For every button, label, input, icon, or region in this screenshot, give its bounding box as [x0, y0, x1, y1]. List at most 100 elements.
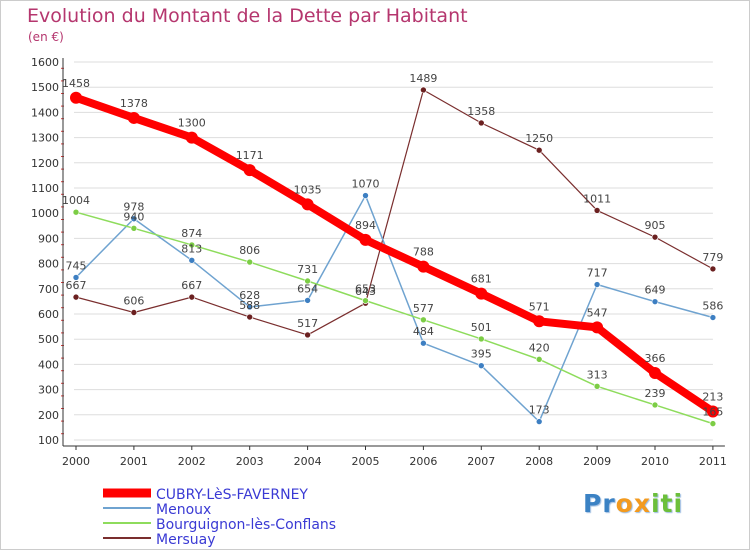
x-tick-label: 2009	[583, 455, 611, 468]
data-labels: 1458 1378 1300 1171 1035 894 788 681 571 547 366 21…	[62, 72, 723, 419]
axes	[61, 58, 725, 450]
point-2-11	[709, 420, 717, 427]
y-tick-label: 1500	[31, 81, 59, 94]
data-label-0-10: 366	[645, 352, 666, 365]
data-label-2-9: 313	[587, 368, 608, 381]
point-3-0	[72, 293, 80, 301]
data-label-2-3: 806	[239, 244, 260, 257]
point-2-4	[304, 277, 311, 285]
point-1-6	[420, 339, 427, 347]
point-1-8	[535, 418, 543, 425]
point-1-4	[304, 297, 311, 304]
data-label-1-8: 173	[529, 404, 550, 417]
y-tick-label: 1100	[31, 182, 59, 195]
point-2-1	[130, 225, 138, 232]
y-tick-label: 1600	[31, 56, 59, 69]
data-label-3-5: 643	[355, 285, 376, 298]
x-tick-label: 2001	[120, 455, 148, 468]
series-line-0	[72, 93, 717, 416]
data-label-1-6: 484	[413, 325, 434, 338]
point-2-6	[420, 316, 427, 324]
y-tick-label: 900	[38, 232, 59, 245]
data-label-0-3: 1171	[236, 149, 264, 162]
data-label-2-8: 420	[529, 341, 550, 354]
x-tick-label: 2007	[467, 455, 495, 468]
data-label-1-9: 717	[587, 267, 608, 280]
data-label-1-11: 586	[702, 300, 723, 313]
point-0-0	[70, 91, 82, 104]
data-label-2-11: 165	[702, 406, 723, 419]
data-label-1-3: 628	[239, 289, 260, 302]
data-label-0-6: 788	[413, 246, 434, 259]
point-1-9	[593, 281, 601, 288]
y-tick-labels: 100 200 300 400 500 600 700 800 900 1000 1100 1200 1…	[31, 56, 59, 447]
y-tick-label: 700	[38, 283, 59, 296]
y-tick-label: 500	[38, 333, 59, 346]
data-label-3-4: 517	[297, 317, 318, 330]
data-label-0-4: 1035	[294, 183, 322, 196]
y-tick-label: 1000	[31, 207, 59, 220]
point-3-6	[420, 86, 427, 94]
data-label-1-10: 649	[645, 284, 666, 297]
point-0-5	[359, 233, 372, 246]
data-label-1-2: 813	[181, 242, 202, 255]
data-label-2-6: 577	[413, 302, 434, 315]
grid-lines	[74, 61, 713, 441]
legend: CUBRY-LèS-FAVERNEYMenouxBourguignon-lès-…	[103, 487, 336, 548]
point-1-5	[362, 192, 369, 199]
point-3-10	[651, 233, 659, 241]
y-tick-label: 300	[38, 384, 59, 397]
data-label-1-1: 978	[123, 201, 144, 214]
y-tick-label: 400	[38, 358, 59, 371]
y-tick-label: 600	[38, 308, 59, 321]
data-label-0-1: 1378	[120, 97, 148, 110]
data-label-2-5: 653	[355, 283, 376, 296]
legend-label-2: Bourguignon-lès-Conflans	[156, 517, 336, 533]
series-line-2	[75, 211, 714, 425]
point-3-9	[593, 207, 601, 214]
x-tick-label: 2011	[699, 455, 727, 468]
point-2-10	[651, 401, 659, 409]
x-tick-label: 2004	[294, 455, 322, 468]
point-0-1	[127, 111, 140, 124]
y-tick-label: 1300	[31, 132, 59, 145]
point-3-8	[535, 146, 543, 154]
y-tick-label: 1400	[31, 106, 59, 119]
x-tick-label: 2000	[62, 455, 90, 468]
series-line-1	[75, 194, 714, 423]
point-3-1	[130, 309, 138, 316]
chart-title: Evolution du Montant de la Dette par Hab…	[27, 5, 468, 27]
x-tick-labels: 2000 2001 2002 2003 2004 2005 2006 2007 2008 2009…	[62, 455, 727, 468]
point-2-2	[188, 241, 196, 249]
x-tick-label: 2008	[525, 455, 553, 468]
point-0-3	[243, 164, 256, 177]
point-0-10	[649, 366, 661, 379]
point-0-8	[533, 315, 546, 328]
data-label-0-2: 1300	[178, 117, 206, 130]
point-2-3	[246, 258, 253, 266]
point-1-2	[188, 257, 196, 264]
x-tick-label: 2005	[352, 455, 380, 468]
data-label-3-8: 1250	[525, 132, 553, 145]
data-label-3-0: 667	[66, 279, 87, 292]
data-label-3-2: 667	[181, 279, 202, 292]
series-lines	[72, 89, 717, 425]
data-label-0-0: 1458	[62, 77, 90, 90]
data-label-3-10: 905	[645, 219, 666, 232]
data-label-2-4: 731	[297, 263, 318, 276]
data-label-3-6: 1489	[409, 72, 437, 85]
unit-label: (en €)	[28, 30, 64, 44]
logo-text-a: Pr	[583, 489, 616, 518]
point-3-2	[188, 293, 196, 301]
point-1-3	[246, 303, 253, 311]
point-0-2	[185, 131, 198, 144]
y-tick-label: 1200	[31, 157, 59, 170]
logo-text-b: ox	[615, 489, 651, 518]
data-label-0-9: 547	[587, 306, 608, 319]
x-tick-label: 2010	[641, 455, 669, 468]
x-tick-label: 2003	[236, 455, 264, 468]
y-tick-label: 100	[38, 434, 59, 447]
point-0-11	[706, 405, 719, 418]
data-label-2-0: 1004	[62, 194, 90, 207]
